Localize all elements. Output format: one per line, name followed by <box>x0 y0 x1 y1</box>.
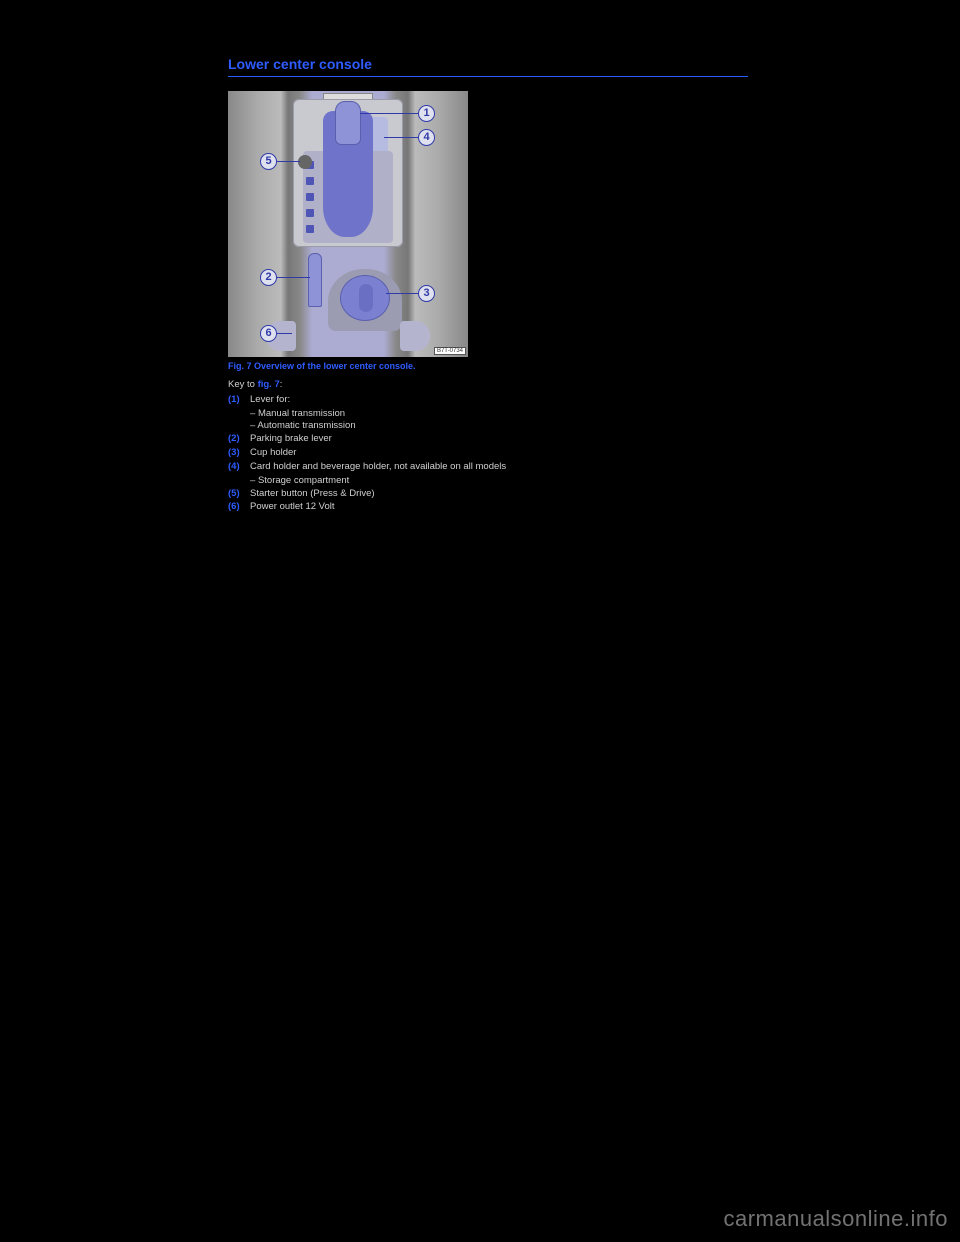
key-suffix: : <box>280 379 283 390</box>
callout-5: 5 <box>260 153 277 170</box>
diagram-code: B7T-0734 <box>434 347 466 355</box>
lead-3 <box>386 293 420 294</box>
legend-list: (1)Lever for:Manual transmissionAutomati… <box>228 394 748 514</box>
legend-item: (5)Starter button (Press & Drive) <box>228 488 748 501</box>
legend-item-text: Card holder and beverage holder, not ava… <box>250 461 748 474</box>
legend-item-number: (1) <box>228 394 250 407</box>
legend-item: (2)Parking brake lever <box>228 433 748 446</box>
parking-brake-lever <box>308 253 322 307</box>
gear-knob <box>335 101 361 145</box>
legend-subitem: Automatic transmission <box>250 420 748 433</box>
start-button-icon <box>298 155 312 169</box>
legend-item-number: (2) <box>228 433 250 446</box>
lead-5 <box>276 161 300 162</box>
page-watermark: carmanualsonline.info <box>723 1206 948 1232</box>
legend-item-number: (5) <box>228 488 250 501</box>
legend-item-number: (6) <box>228 501 250 514</box>
gear-indicator <box>306 157 316 237</box>
legend-item: (4)Card holder and beverage holder, not … <box>228 461 748 474</box>
figure-caption: Fig. 7 Overview of the lower center cons… <box>228 361 748 371</box>
legend-item: (3)Cup holder <box>228 447 748 460</box>
legend-item: (6)Power outlet 12 Volt <box>228 501 748 514</box>
legend-subitem: Manual transmission <box>250 408 748 421</box>
callout-3: 3 <box>418 285 435 302</box>
legend-item: (1)Lever for: <box>228 394 748 407</box>
key-ref: fig. 7 <box>258 379 280 390</box>
callout-1: 1 <box>418 105 435 122</box>
key-prefix: Key to <box>228 379 258 390</box>
lead-4 <box>384 137 420 138</box>
legend-item-text: Cup holder <box>250 447 748 460</box>
cupholder <box>340 275 390 321</box>
legend-item-number: (3) <box>228 447 250 460</box>
callout-6: 6 <box>260 325 277 342</box>
legend-item-text: Starter button (Press & Drive) <box>250 488 748 501</box>
callout-4: 4 <box>418 129 435 146</box>
legend-item-text: Parking brake lever <box>250 433 748 446</box>
lead-2 <box>276 277 310 278</box>
callout-2: 2 <box>260 269 277 286</box>
legend-subitem: Storage compartment <box>250 475 748 488</box>
socket-right <box>400 321 430 351</box>
legend-item-number: (4) <box>228 461 250 474</box>
legend-item-text: Power outlet 12 Volt <box>250 501 748 514</box>
legend-item-text: Lever for: <box>250 394 748 407</box>
section-heading: Lower center console <box>228 56 748 77</box>
lead-1 <box>360 113 420 114</box>
lead-6 <box>276 333 292 334</box>
key-line: Key to fig. 7: <box>228 379 748 392</box>
console-diagram: 1 4 5 2 3 6 B7T-0734 <box>228 91 468 357</box>
